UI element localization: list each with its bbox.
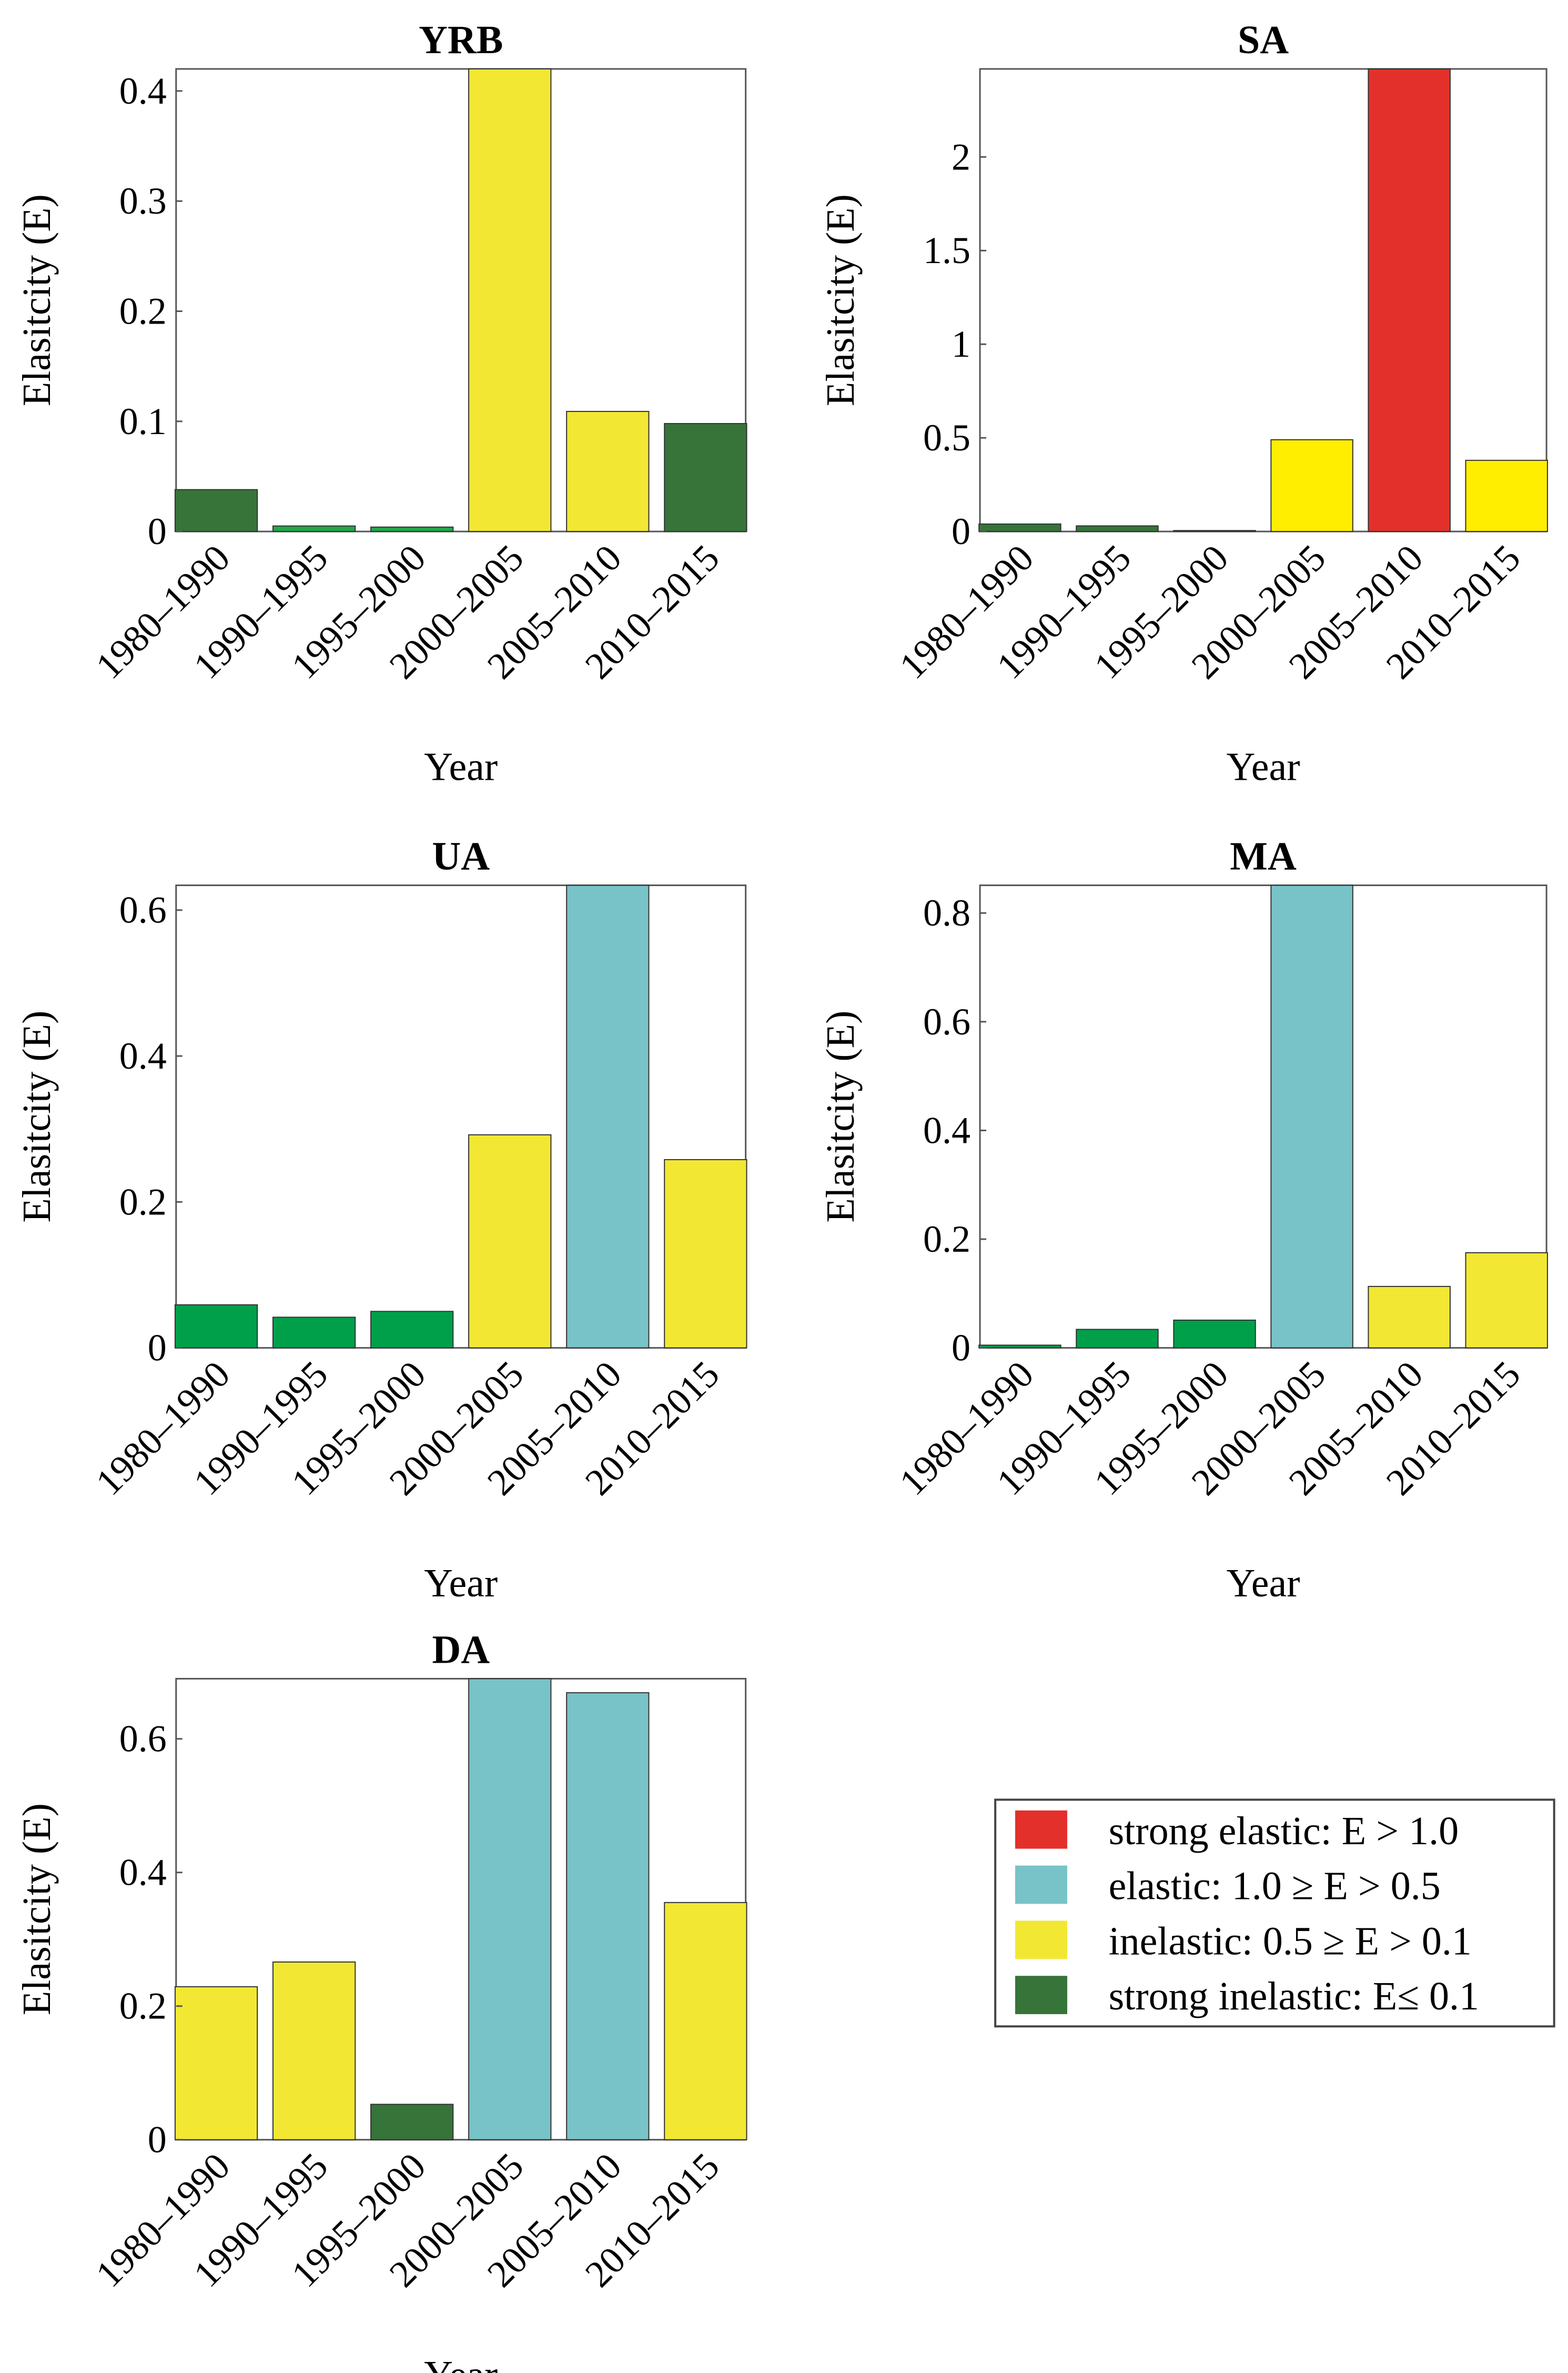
plot-area xyxy=(175,884,747,1349)
bar xyxy=(370,1311,454,1349)
chart-title: MA xyxy=(1230,834,1297,879)
chart-title: UA xyxy=(432,834,490,879)
bar xyxy=(1076,525,1159,532)
y-axis-label: Elasitcity (E) xyxy=(15,1803,59,2015)
x-axis-label: Year xyxy=(1227,1561,1300,1605)
y-tick-label: 0 xyxy=(148,510,167,552)
bar xyxy=(664,1159,747,1349)
y-axis-label: Elasitcity (E) xyxy=(15,194,59,406)
chart-title: DA xyxy=(432,1627,490,1672)
bar xyxy=(272,525,356,532)
bar xyxy=(664,1902,747,2140)
chart-panel-da: 1980–19901990–19951995–20002000–20052005… xyxy=(15,1627,747,2373)
y-axis-label: Elasitcity (E) xyxy=(818,194,863,406)
y-tick-label: 0.2 xyxy=(119,1181,167,1223)
x-axis-label: Year xyxy=(424,1561,498,1605)
x-axis-label: Year xyxy=(424,745,498,789)
legend-label: inelastic: 0.5 ≥ E > 0.1 xyxy=(1109,1919,1472,1963)
chart-title: YRB xyxy=(419,18,503,62)
legend-swatch xyxy=(1015,1976,1067,2014)
chart-title: SA xyxy=(1238,18,1289,62)
x-axis-label: Year xyxy=(424,2353,498,2373)
bar xyxy=(272,1961,356,2140)
y-tick-label: 0.2 xyxy=(119,1985,167,2027)
plot-area xyxy=(979,68,1547,532)
bar xyxy=(370,2104,454,2140)
y-tick-label: 0.3 xyxy=(119,180,167,222)
y-tick-label: 0.5 xyxy=(923,417,970,459)
y-tick-label: 0.4 xyxy=(923,1109,970,1151)
y-tick-label: 0.4 xyxy=(119,1035,167,1077)
bar xyxy=(1173,530,1256,532)
legend-label: strong inelastic: E≤ 0.1 xyxy=(1109,1974,1479,2018)
y-tick-label: 0 xyxy=(952,510,970,552)
bar xyxy=(174,1304,258,1349)
bar xyxy=(978,1344,1061,1349)
y-tick-label: 2 xyxy=(952,136,970,178)
y-tick-label: 0.2 xyxy=(119,290,167,332)
y-tick-label: 1.5 xyxy=(923,229,970,272)
legend-label: elastic: 1.0 ≥ E > 0.5 xyxy=(1109,1864,1441,1908)
y-tick-label: 0.4 xyxy=(119,70,167,112)
y-tick-label: 0.4 xyxy=(119,1852,167,1894)
y-tick-label: 0.6 xyxy=(119,1718,167,1760)
y-tick-label: 0.8 xyxy=(923,892,970,934)
chart-panel-ua: 1980–19901990–19951995–20002000–20052005… xyxy=(15,834,747,1605)
y-tick-label: 0 xyxy=(148,2119,167,2161)
plot-area xyxy=(979,884,1547,1349)
bar xyxy=(1368,1285,1451,1349)
y-axis-label: Elasitcity (E) xyxy=(15,1011,59,1223)
bar xyxy=(978,523,1061,532)
legend-swatch xyxy=(1015,1920,1067,1959)
bar xyxy=(468,68,552,532)
bar xyxy=(174,1986,258,2140)
bar xyxy=(468,1678,552,2140)
bar xyxy=(272,1316,356,1349)
bar xyxy=(566,884,650,1349)
bar xyxy=(1076,1329,1159,1349)
y-tick-label: 0.1 xyxy=(119,400,167,443)
y-tick-label: 0.2 xyxy=(923,1218,970,1260)
bar xyxy=(1270,884,1353,1349)
legend: strong elastic: E > 1.0 elastic: 1.0 ≥ E … xyxy=(994,1798,1555,2028)
bar xyxy=(1173,1319,1256,1349)
y-tick-label: 0.6 xyxy=(119,889,167,931)
bar xyxy=(566,1692,650,2140)
y-axis-label: Elasitcity (E) xyxy=(818,1011,863,1223)
bar xyxy=(468,1134,552,1349)
y-tick-label: 0 xyxy=(952,1327,970,1369)
bar xyxy=(566,410,650,532)
legend-box xyxy=(994,1798,1555,2028)
bar xyxy=(1465,1252,1548,1349)
legend-label: strong elastic: E > 1.0 xyxy=(1109,1809,1459,1853)
plot-area xyxy=(175,1677,747,2141)
y-tick-label: 0.6 xyxy=(923,1001,970,1043)
y-tick-label: 1 xyxy=(952,323,970,365)
bar xyxy=(174,489,258,532)
bar xyxy=(1368,68,1451,532)
legend-swatch xyxy=(1015,1865,1067,1904)
bar xyxy=(370,526,454,532)
chart-panel-sa: 1980–19901990–19951995–20002000–20052005… xyxy=(818,18,1548,789)
chart-panel-yrb: 1980–19901990–19951995–20002000–20052005… xyxy=(15,18,747,789)
plot-area xyxy=(175,68,747,532)
x-axis-label: Year xyxy=(1227,745,1300,789)
bar xyxy=(1270,439,1353,532)
chart-panel-ma: 1980–19901990–19951995–20002000–20052005… xyxy=(818,834,1548,1605)
y-tick-label: 0 xyxy=(148,1327,167,1369)
legend-swatch xyxy=(1015,1810,1067,1849)
bar xyxy=(664,423,747,532)
bar xyxy=(1465,459,1548,532)
